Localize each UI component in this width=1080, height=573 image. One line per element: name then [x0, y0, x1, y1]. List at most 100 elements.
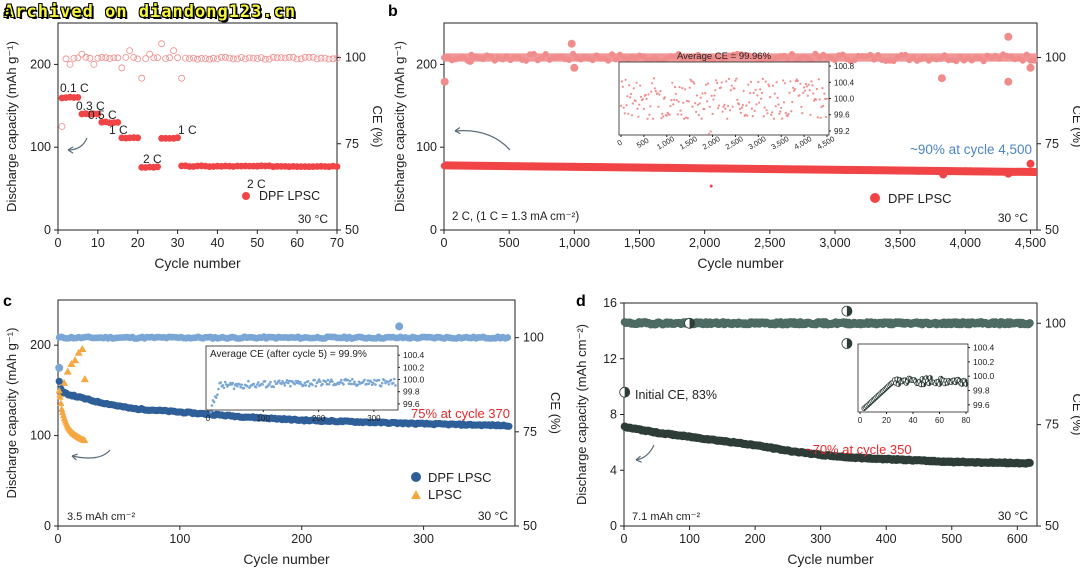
- inset-ce-point: [708, 133, 710, 135]
- rate-label: 1 C: [109, 123, 128, 137]
- panel-b: 0 500 1,000 1,500 2,000 2,500 3,000 3,500 4,000 4…: [392, 23, 1080, 271]
- ce-point: [875, 52, 881, 58]
- inset-ce-point: [627, 113, 629, 115]
- inset-ce-point: [693, 83, 695, 85]
- x-axis-title: Cycle number: [243, 551, 330, 567]
- ce-outlier-point: [441, 78, 449, 86]
- inset-ce-point: [315, 385, 318, 388]
- ce-point: [155, 55, 161, 61]
- inset-ce-point: [819, 98, 821, 100]
- panel-d: 0 100 200 300 400 500 60004812165075100Cycle n…: [574, 296, 1080, 567]
- ce-point: [167, 55, 173, 61]
- inset-ce-point: [636, 108, 638, 110]
- inset-ce-point: [740, 112, 742, 114]
- inset-ce-point: [367, 379, 370, 382]
- x-tick-label: 400: [876, 532, 897, 546]
- inset-ce-point: [773, 118, 775, 120]
- inset-x-tick-label: 60: [935, 416, 944, 425]
- ce-point: [1026, 319, 1034, 327]
- x-tick-label: 50: [250, 236, 264, 250]
- inset-x-tick-label: 2,000: [701, 134, 722, 151]
- inset-ce-point: [797, 80, 799, 82]
- ce-point: [605, 58, 611, 64]
- inset-ce-point: [765, 80, 767, 82]
- inset-ce-point: [822, 105, 824, 107]
- inset-ce-point: [243, 387, 246, 390]
- inset-ce-point: [213, 401, 216, 404]
- inset-ce-point: [704, 92, 706, 94]
- inset-ce-point: [812, 92, 814, 94]
- inset-frame: [619, 62, 829, 135]
- x-tick-label: 300: [413, 532, 434, 546]
- retention-annotation: 75% at cycle 370: [411, 406, 510, 421]
- inset-ce-point: [647, 118, 649, 120]
- inset-y-tick-label: 99.6: [834, 111, 850, 120]
- inset-ce-point: [716, 82, 718, 84]
- inset-ce-point: [699, 102, 701, 104]
- inset-ce-point: [636, 82, 638, 84]
- inset-ce-point: [643, 108, 645, 110]
- x-tick-label: 2,000: [689, 236, 720, 250]
- inset-ce-point: [764, 106, 766, 108]
- inset-ce-point: [706, 100, 708, 102]
- inset-x-tick-label: 100: [257, 414, 271, 423]
- legend-marker-dpf-lpsc: [870, 193, 880, 203]
- inset-x-tick-label: 0: [858, 416, 863, 425]
- inset-ce-point: [223, 387, 226, 390]
- condition-label: 3.5 mAh cm⁻²: [67, 511, 135, 523]
- inset-ce-point: [210, 411, 213, 414]
- inset-y-tick-label: 99.8: [403, 387, 420, 397]
- inset-ce-point: [755, 89, 757, 91]
- inset-ce-point: [794, 88, 796, 90]
- inset-x-tick-label: 4,000: [792, 134, 813, 151]
- x-tick-label: 60: [290, 236, 304, 250]
- y-tick-label: 12: [603, 352, 617, 366]
- inset-ce-point: [714, 89, 716, 91]
- inset-ce-point: [749, 92, 751, 94]
- inset-x-tick-label: 2,500: [724, 134, 745, 151]
- inset-ce-point: [763, 115, 765, 117]
- inset-ce-point: [777, 103, 779, 105]
- inset-ce-point: [710, 130, 712, 132]
- inset-ce-point: [782, 79, 784, 81]
- inset-ce-point: [675, 93, 677, 95]
- inset-ce-point: [666, 114, 668, 116]
- inset-ce-point: [758, 102, 760, 104]
- inset-ce-point: [236, 385, 239, 388]
- inset-ce-point: [777, 97, 779, 99]
- inset-ce-point: [307, 380, 310, 383]
- panel-label-b: b: [388, 3, 398, 20]
- inset-x-tick-label: 4,500: [815, 134, 836, 151]
- inset-ce-point: [625, 79, 627, 81]
- temperature-label: 30 °C: [298, 212, 328, 226]
- inset-ce-point: [211, 404, 214, 407]
- inset-ce-point: [746, 115, 748, 117]
- x-tick-label: 3,000: [819, 236, 850, 250]
- inset-ce-point: [247, 380, 250, 383]
- inset-ce-point: [697, 104, 699, 106]
- inset-ce-point: [729, 109, 731, 111]
- inset-ce-point: [691, 106, 693, 108]
- inset-ce-point: [686, 100, 688, 102]
- inset-ce-point: [736, 99, 738, 101]
- legend-label-lpsc: LPSC: [428, 487, 462, 502]
- inset-ce-point: [806, 85, 808, 87]
- lpsc-ce-point: [78, 345, 86, 352]
- inset-ce-point: [311, 384, 314, 387]
- inset-y-tick-label: 100.4: [973, 343, 995, 353]
- figure-canvas: a b c d 0 10 20 30 40 50 60 7001002005075100Cyc…: [0, 0, 1080, 573]
- inset-ce-point: [222, 384, 225, 387]
- ce-outlier-point: [1027, 64, 1035, 72]
- panel-label-d: d: [576, 293, 586, 310]
- ce-point: [290, 54, 296, 60]
- inset-ce-point: [720, 86, 722, 88]
- inset-ce-point: [760, 98, 762, 100]
- dpf-capacity-point: [56, 378, 63, 385]
- inset-ce-point: [803, 86, 805, 88]
- inset-ce-point: [633, 87, 635, 89]
- inset-x-tick-label: 300: [367, 414, 381, 423]
- inset-ce-point: [705, 84, 707, 86]
- inset-ce-point: [747, 84, 749, 86]
- inset-ce-point: [743, 90, 745, 92]
- inset-ce-point: [623, 107, 625, 109]
